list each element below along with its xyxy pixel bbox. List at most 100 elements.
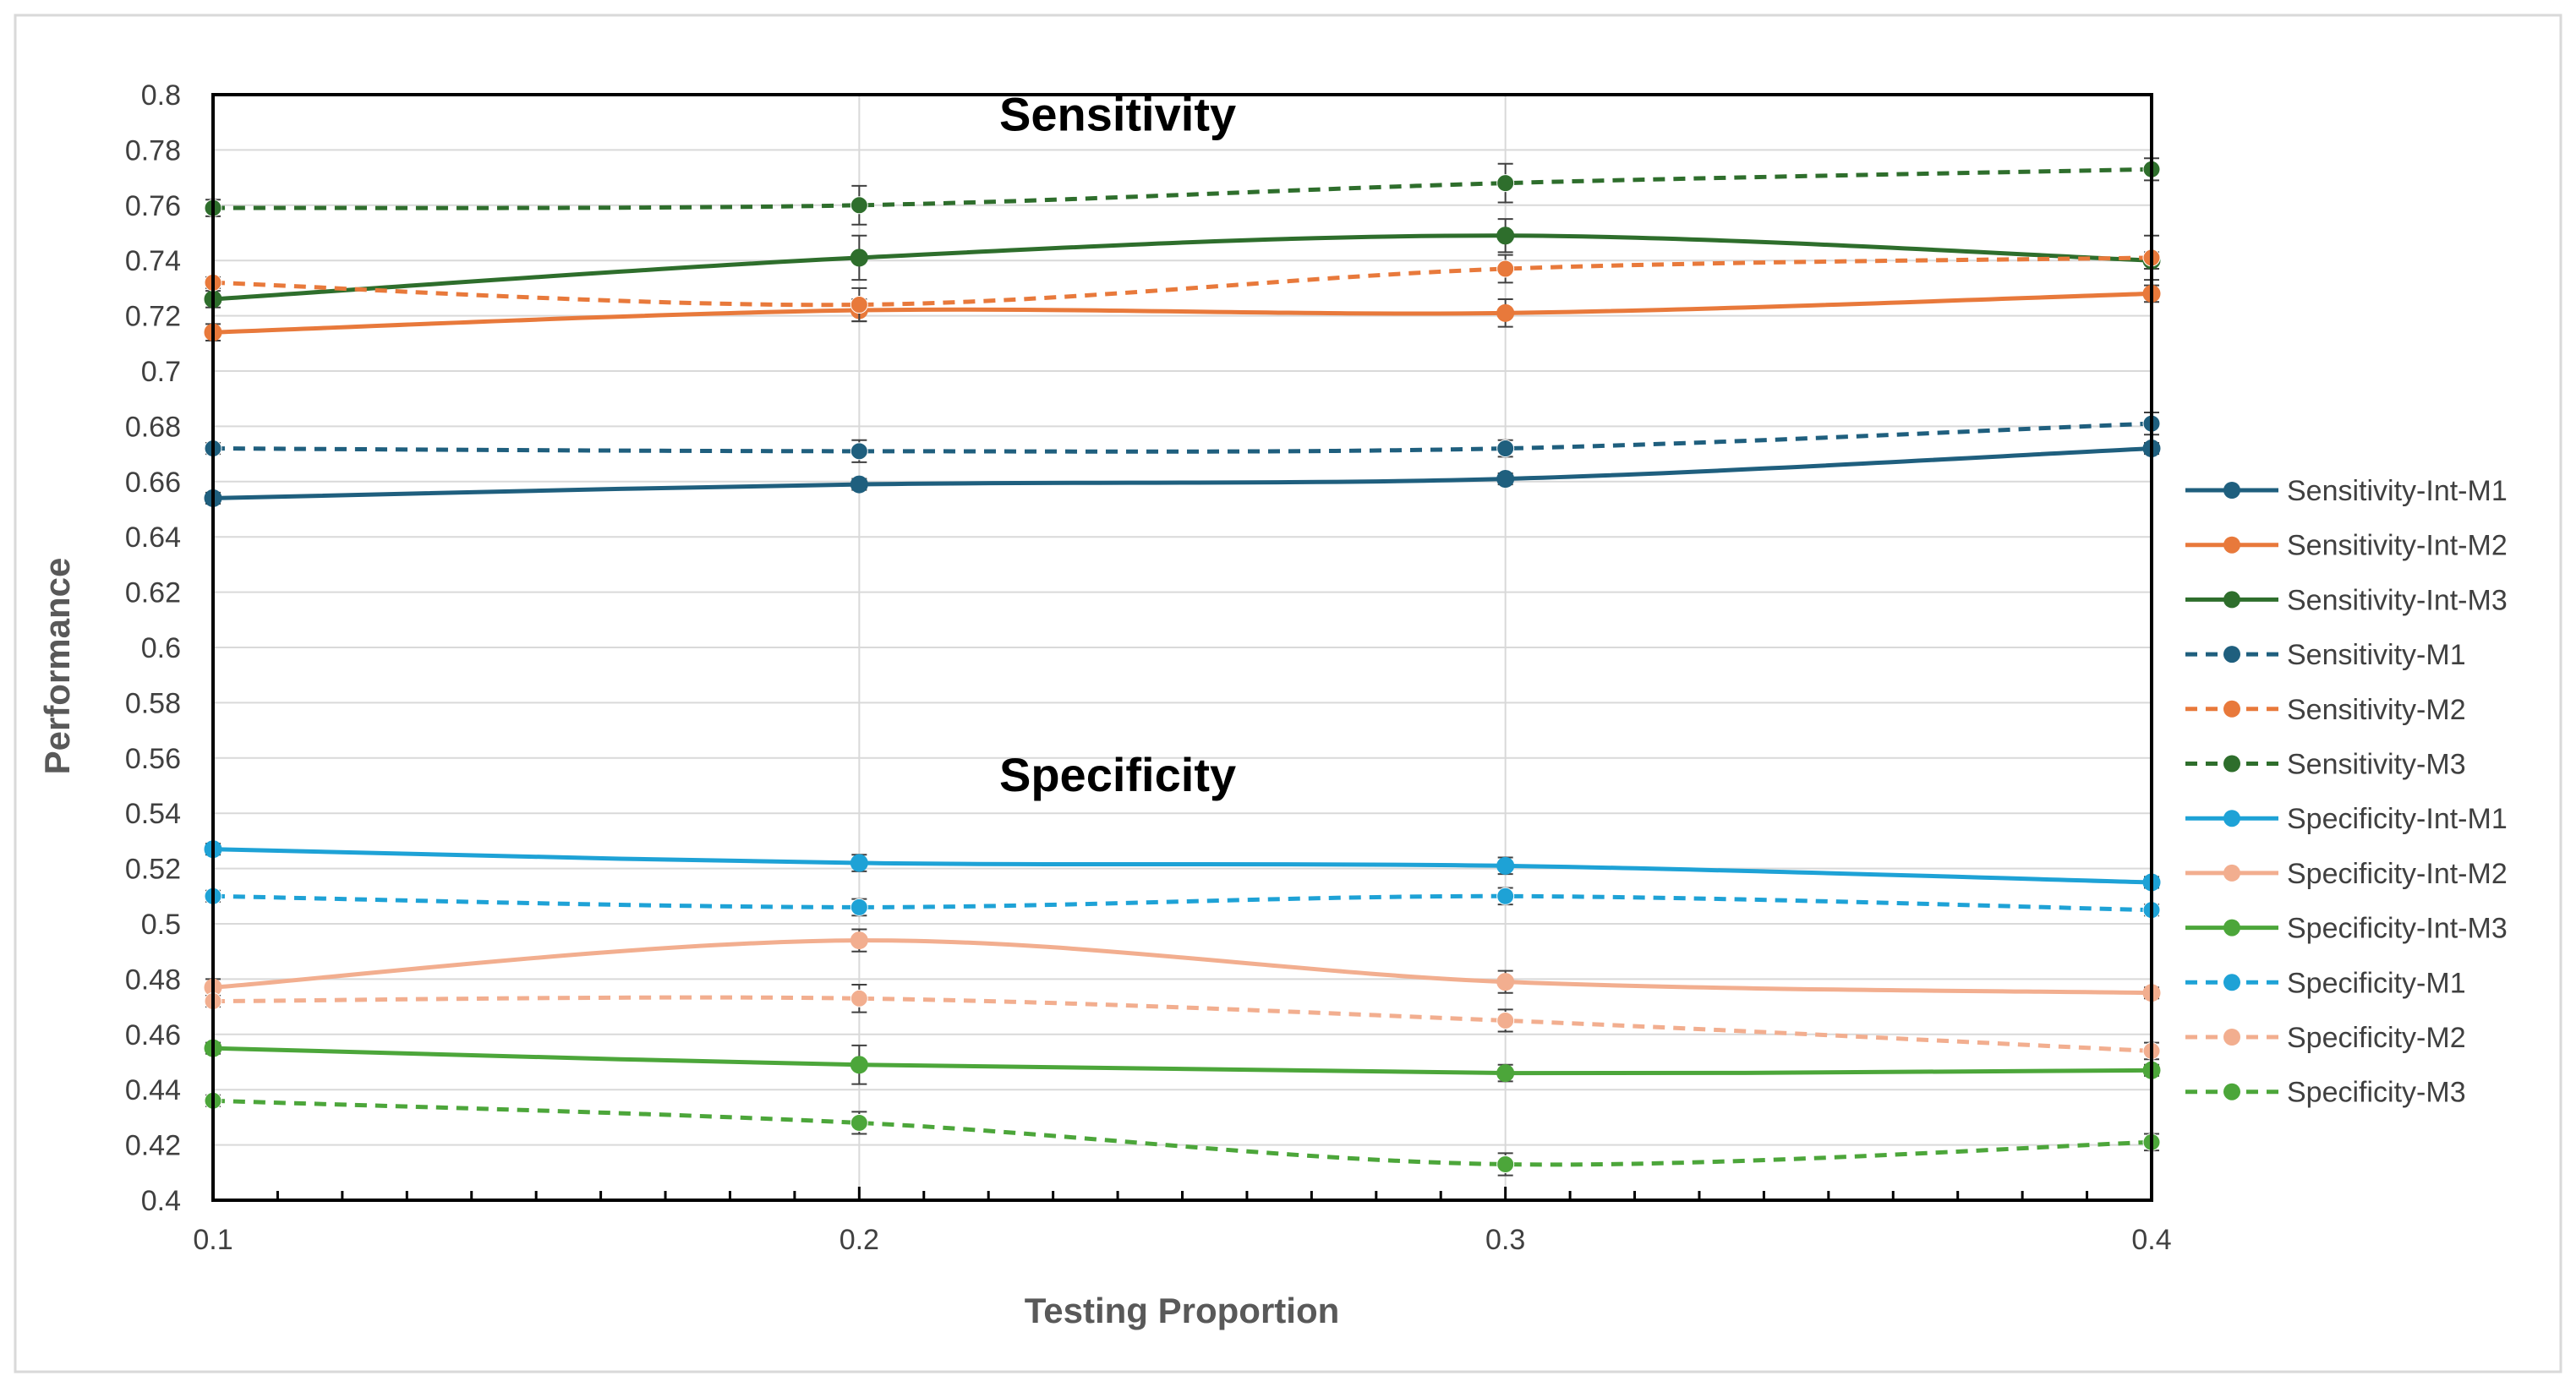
y-tick-label: 0.74 — [125, 245, 181, 277]
y-tick-label: 0.68 — [125, 411, 181, 443]
y-tick-label: 0.7 — [141, 356, 181, 388]
legend-item-specificity-int-m1: Specificity-Int-M1 — [2185, 803, 2508, 835]
data-point — [1496, 1155, 1515, 1173]
legend-label: Sensitivity-Int-M2 — [2287, 530, 2508, 562]
legend-item-sensitivity-m1: Sensitivity-M1 — [2185, 639, 2466, 671]
legend-swatch-marker — [2223, 919, 2240, 936]
data-point — [1496, 1064, 1515, 1083]
legend-label: Specificity-Int-M2 — [2287, 858, 2508, 890]
legend-label: Specificity-M3 — [2287, 1077, 2466, 1109]
legend-swatch-marker — [2223, 536, 2240, 554]
plot-area-frame — [211, 93, 2153, 1202]
legend-swatch-marker — [2223, 591, 2240, 609]
series-line-sensitivity-int-m3 — [212, 233, 2152, 302]
series-line-specificity-int-m1 — [212, 847, 2152, 885]
legend-label: Sensitivity-Int-M1 — [2287, 475, 2508, 507]
legend-swatch-marker — [2223, 755, 2240, 773]
legend-item-specificity-int-m2: Specificity-Int-M2 — [2185, 858, 2508, 890]
data-point — [850, 196, 868, 215]
legend-label: Specificity-M1 — [2287, 967, 2466, 999]
data-point — [1496, 303, 1515, 322]
data-point — [1496, 440, 1515, 458]
annotation-specificity: Specificity — [999, 748, 1236, 801]
annotations: Sensitivity Specificity — [999, 88, 1236, 802]
legend-label: Sensitivity-M2 — [2287, 694, 2466, 726]
y-axis-title: Performance — [37, 558, 77, 775]
y-tick-label: 0.52 — [125, 854, 181, 886]
data-point — [850, 248, 868, 267]
y-tick-label: 0.48 — [125, 964, 181, 996]
legend-label: Sensitivity-Int-M3 — [2287, 584, 2508, 616]
y-tick-label: 0.62 — [125, 577, 181, 609]
data-point — [850, 989, 868, 1007]
data-point — [1496, 259, 1515, 278]
x-tick-label: 0.2 — [840, 1224, 879, 1256]
data-point — [850, 1113, 868, 1132]
legend-swatch-marker — [2223, 482, 2240, 499]
legend-item-specificity-m2: Specificity-M2 — [2185, 1022, 2466, 1054]
legend-item-sensitivity-int-m3: Sensitivity-Int-M3 — [2185, 584, 2508, 616]
legend-label: Specificity-M2 — [2287, 1022, 2466, 1054]
y-tick-label: 0.72 — [125, 301, 181, 333]
series-line-sensitivity-int-m2 — [212, 291, 2152, 335]
data-point — [850, 475, 868, 494]
y-tick-label: 0.78 — [125, 134, 181, 167]
data-point — [1496, 887, 1515, 905]
data-point — [850, 931, 868, 950]
legend-swatch-marker — [2223, 700, 2240, 718]
y-tick-label: 0.76 — [125, 190, 181, 222]
data-point — [1496, 470, 1515, 489]
legend-label: Sensitivity-M1 — [2287, 639, 2466, 671]
series-specificity-m3 — [204, 1091, 2161, 1177]
legend-item-specificity-m3: Specificity-M3 — [2185, 1077, 2466, 1109]
x-axis-ticks: 0.1 0.2 0.3 0.4 — [193, 1224, 2171, 1256]
legend-swatch-marker — [2223, 646, 2240, 663]
series-line-specificity-int-m3 — [212, 1046, 2152, 1076]
x-tick-label: 0.4 — [2131, 1224, 2171, 1256]
y-tick-label: 0.66 — [125, 467, 181, 499]
series-sensitivity-m3 — [204, 157, 2161, 226]
legend-item-sensitivity-int-m1: Sensitivity-Int-M1 — [2185, 475, 2508, 507]
legend-swatch-marker — [2223, 974, 2240, 991]
data-point — [1496, 1011, 1515, 1029]
y-tick-label: 0.58 — [125, 687, 181, 719]
legend-swatch-marker — [2223, 810, 2240, 827]
y-tick-label: 0.4 — [141, 1185, 181, 1217]
data-point — [850, 442, 868, 461]
y-tick-label: 0.42 — [125, 1130, 181, 1162]
legend-label: Sensitivity-M3 — [2287, 749, 2466, 781]
legend-label: Specificity-Int-M3 — [2287, 913, 2508, 945]
x-tick-label: 0.1 — [193, 1224, 232, 1256]
y-tick-label: 0.8 — [141, 79, 181, 112]
data-point — [1496, 973, 1515, 991]
legend-swatch-marker — [2223, 864, 2240, 882]
chart-border — [14, 14, 2562, 1373]
x-tick-label: 0.3 — [1485, 1224, 1525, 1256]
y-tick-label: 0.6 — [141, 632, 181, 664]
legend-item-specificity-int-m3: Specificity-Int-M3 — [2185, 913, 2508, 945]
legend-swatch-marker — [2223, 1029, 2240, 1046]
data-point — [850, 1056, 868, 1074]
data-point — [1496, 227, 1515, 245]
y-tick-label: 0.5 — [141, 909, 181, 941]
legend-item-specificity-m1: Specificity-M1 — [2185, 967, 2466, 999]
y-tick-label: 0.56 — [125, 743, 181, 775]
y-tick-label: 0.64 — [125, 521, 181, 554]
series-line-specificity-int-m2 — [212, 938, 2152, 996]
data-point — [850, 296, 868, 314]
x-axis-title: Testing Proportion — [1025, 1291, 1340, 1330]
series-line-sensitivity-int-m1 — [212, 446, 2152, 500]
legend: Sensitivity-Int-M1 Sensitivity-Int-M2 Sens… — [2185, 475, 2508, 1109]
legend-swatch-marker — [2223, 1083, 2240, 1100]
data-point — [850, 854, 868, 872]
legend-item-sensitivity-m2: Sensitivity-M2 — [2185, 694, 2466, 726]
y-tick-label: 0.44 — [125, 1074, 181, 1106]
y-tick-label: 0.54 — [125, 798, 181, 830]
annotation-sensitivity: Sensitivity — [999, 88, 1236, 141]
legend-item-sensitivity-m3: Sensitivity-M3 — [2185, 749, 2466, 781]
legend-item-sensitivity-int-m2: Sensitivity-Int-M2 — [2185, 530, 2508, 562]
data-point — [850, 898, 868, 916]
data-point — [1496, 856, 1515, 875]
legend-label: Specificity-Int-M1 — [2287, 803, 2508, 835]
